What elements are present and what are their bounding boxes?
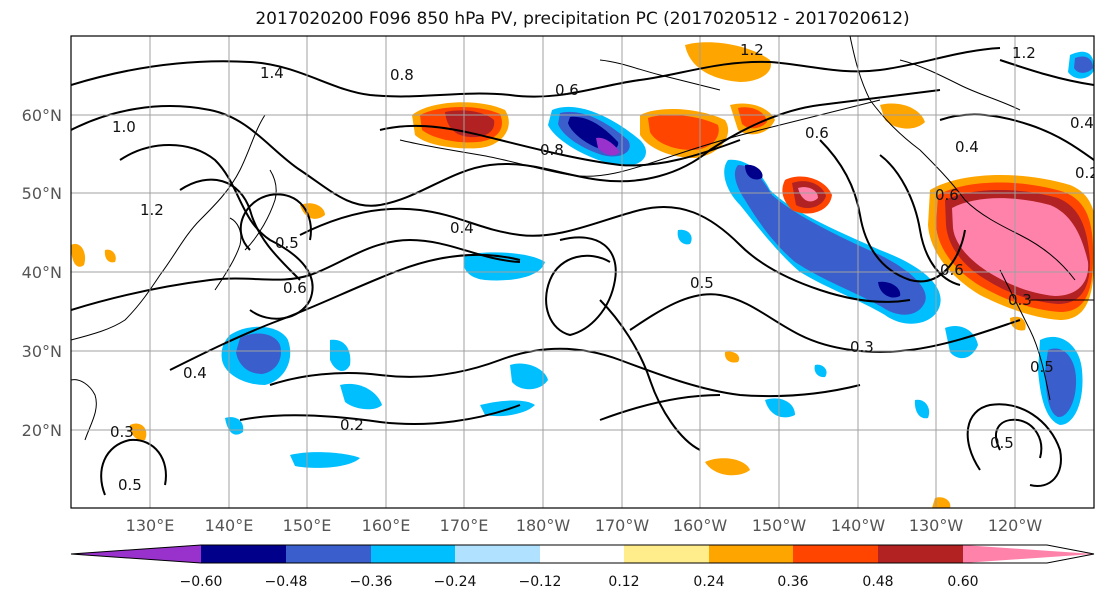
lon-label: 170°W: [595, 516, 650, 535]
contour-label: 1.0: [112, 118, 136, 136]
contour-label: 0.5: [118, 476, 142, 494]
lon-label: 160°W: [673, 516, 728, 535]
map-gridlines: [71, 36, 1094, 508]
lon-label: 160°E: [362, 516, 411, 535]
contour-label: 0.6: [555, 81, 579, 99]
contour-label: 0.3: [110, 423, 134, 441]
lon-label: 130°E: [126, 516, 175, 535]
colorbar-segment: [624, 545, 709, 563]
colorbar-label: −0.60: [180, 574, 223, 590]
lon-label: 180°W: [516, 516, 571, 535]
latitude-labels: 60°N 50°N 40°N 30°N 20°N: [22, 106, 62, 440]
contour-label: 1.4: [260, 64, 284, 82]
colorbar-segment: [963, 545, 1094, 563]
colorbar-segment: [286, 545, 371, 563]
colorbar-segment: [878, 545, 963, 563]
lon-label: 140°W: [831, 516, 886, 535]
contour-label: 0.5: [990, 434, 1014, 452]
precip-anomaly-shading: [71, 42, 1094, 508]
lon-label: 170°E: [440, 516, 489, 535]
longitude-labels: 130°E 140°E 150°E 160°E 170°E 180°W 170°…: [126, 516, 1043, 535]
colorbar-outline: [70, 544, 1095, 564]
colorbar: [70, 544, 1095, 564]
lon-label: 120°W: [988, 516, 1043, 535]
contour-labels: 1.4 1.2 1.2 1.0 1.2 0.8 0.6 0.8 0.6 0.4 …: [110, 41, 1099, 494]
colorbar-label: −0.48: [265, 574, 308, 590]
colorbar-segment: [371, 545, 455, 563]
contour-label: 1.2: [740, 41, 764, 59]
colorbar-label: −0.12: [519, 574, 562, 590]
colorbar-segment: [455, 545, 540, 563]
contour-label: 0.3: [1008, 291, 1032, 309]
lon-label: 130°W: [909, 516, 964, 535]
contour-label: 0.4: [955, 138, 979, 156]
contour-label: 0.4: [183, 364, 207, 382]
colorbar-label: 0.60: [947, 574, 978, 590]
contour-label: 0.5: [690, 274, 714, 292]
contour-label: 0.2: [1075, 164, 1099, 182]
colorbar-label: 0.24: [693, 574, 724, 590]
lon-label: 140°E: [205, 516, 254, 535]
coastlines: [71, 36, 1094, 441]
colorbar-segment: [71, 545, 201, 563]
colorbar-segment: [540, 545, 624, 563]
colorbar-segment: [793, 545, 878, 563]
contour-label: 0.5: [275, 234, 299, 252]
contour-label: 0.6: [935, 186, 959, 204]
lon-label: 150°W: [752, 516, 807, 535]
colorbar-label: 0.48: [862, 574, 893, 590]
contour-label: 1.2: [140, 201, 164, 219]
contour-label: 1.2: [1012, 44, 1036, 62]
colorbar-labels: −0.60 −0.48 −0.36 −0.24 −0.12 0.12 0.24 …: [180, 574, 979, 590]
lat-label: 20°N: [22, 421, 62, 440]
colorbar-label: 0.12: [608, 574, 639, 590]
contour-label: 0.6: [283, 279, 307, 297]
contour-label: 0.5: [1030, 358, 1054, 376]
contour-label: 0.2: [340, 416, 364, 434]
lon-label: 150°E: [283, 516, 332, 535]
lat-label: 40°N: [22, 263, 62, 282]
map-title: 2017020200 F096 850 hPa PV, precipitatio…: [255, 9, 910, 29]
colorbar-label: −0.24: [434, 574, 477, 590]
contour-label: 0.4: [450, 219, 474, 237]
colorbar-label: −0.36: [350, 574, 393, 590]
map-frame: [70, 35, 1095, 509]
colorbar-label: 0.36: [777, 574, 808, 590]
pv-contours: [71, 47, 1094, 496]
contour-label: 0.4: [1070, 114, 1094, 132]
contour-label: 0.8: [390, 66, 414, 84]
colorbar-segment: [709, 545, 793, 563]
contour-label: 0.6: [940, 261, 964, 279]
lat-label: 50°N: [22, 184, 62, 203]
lat-label: 30°N: [22, 342, 62, 361]
colorbar-segment: [201, 545, 286, 563]
lat-label: 60°N: [22, 106, 62, 125]
contour-label: 0.3: [850, 338, 874, 356]
contour-label: 0.6: [805, 124, 829, 142]
contour-label: 0.8: [540, 141, 564, 159]
